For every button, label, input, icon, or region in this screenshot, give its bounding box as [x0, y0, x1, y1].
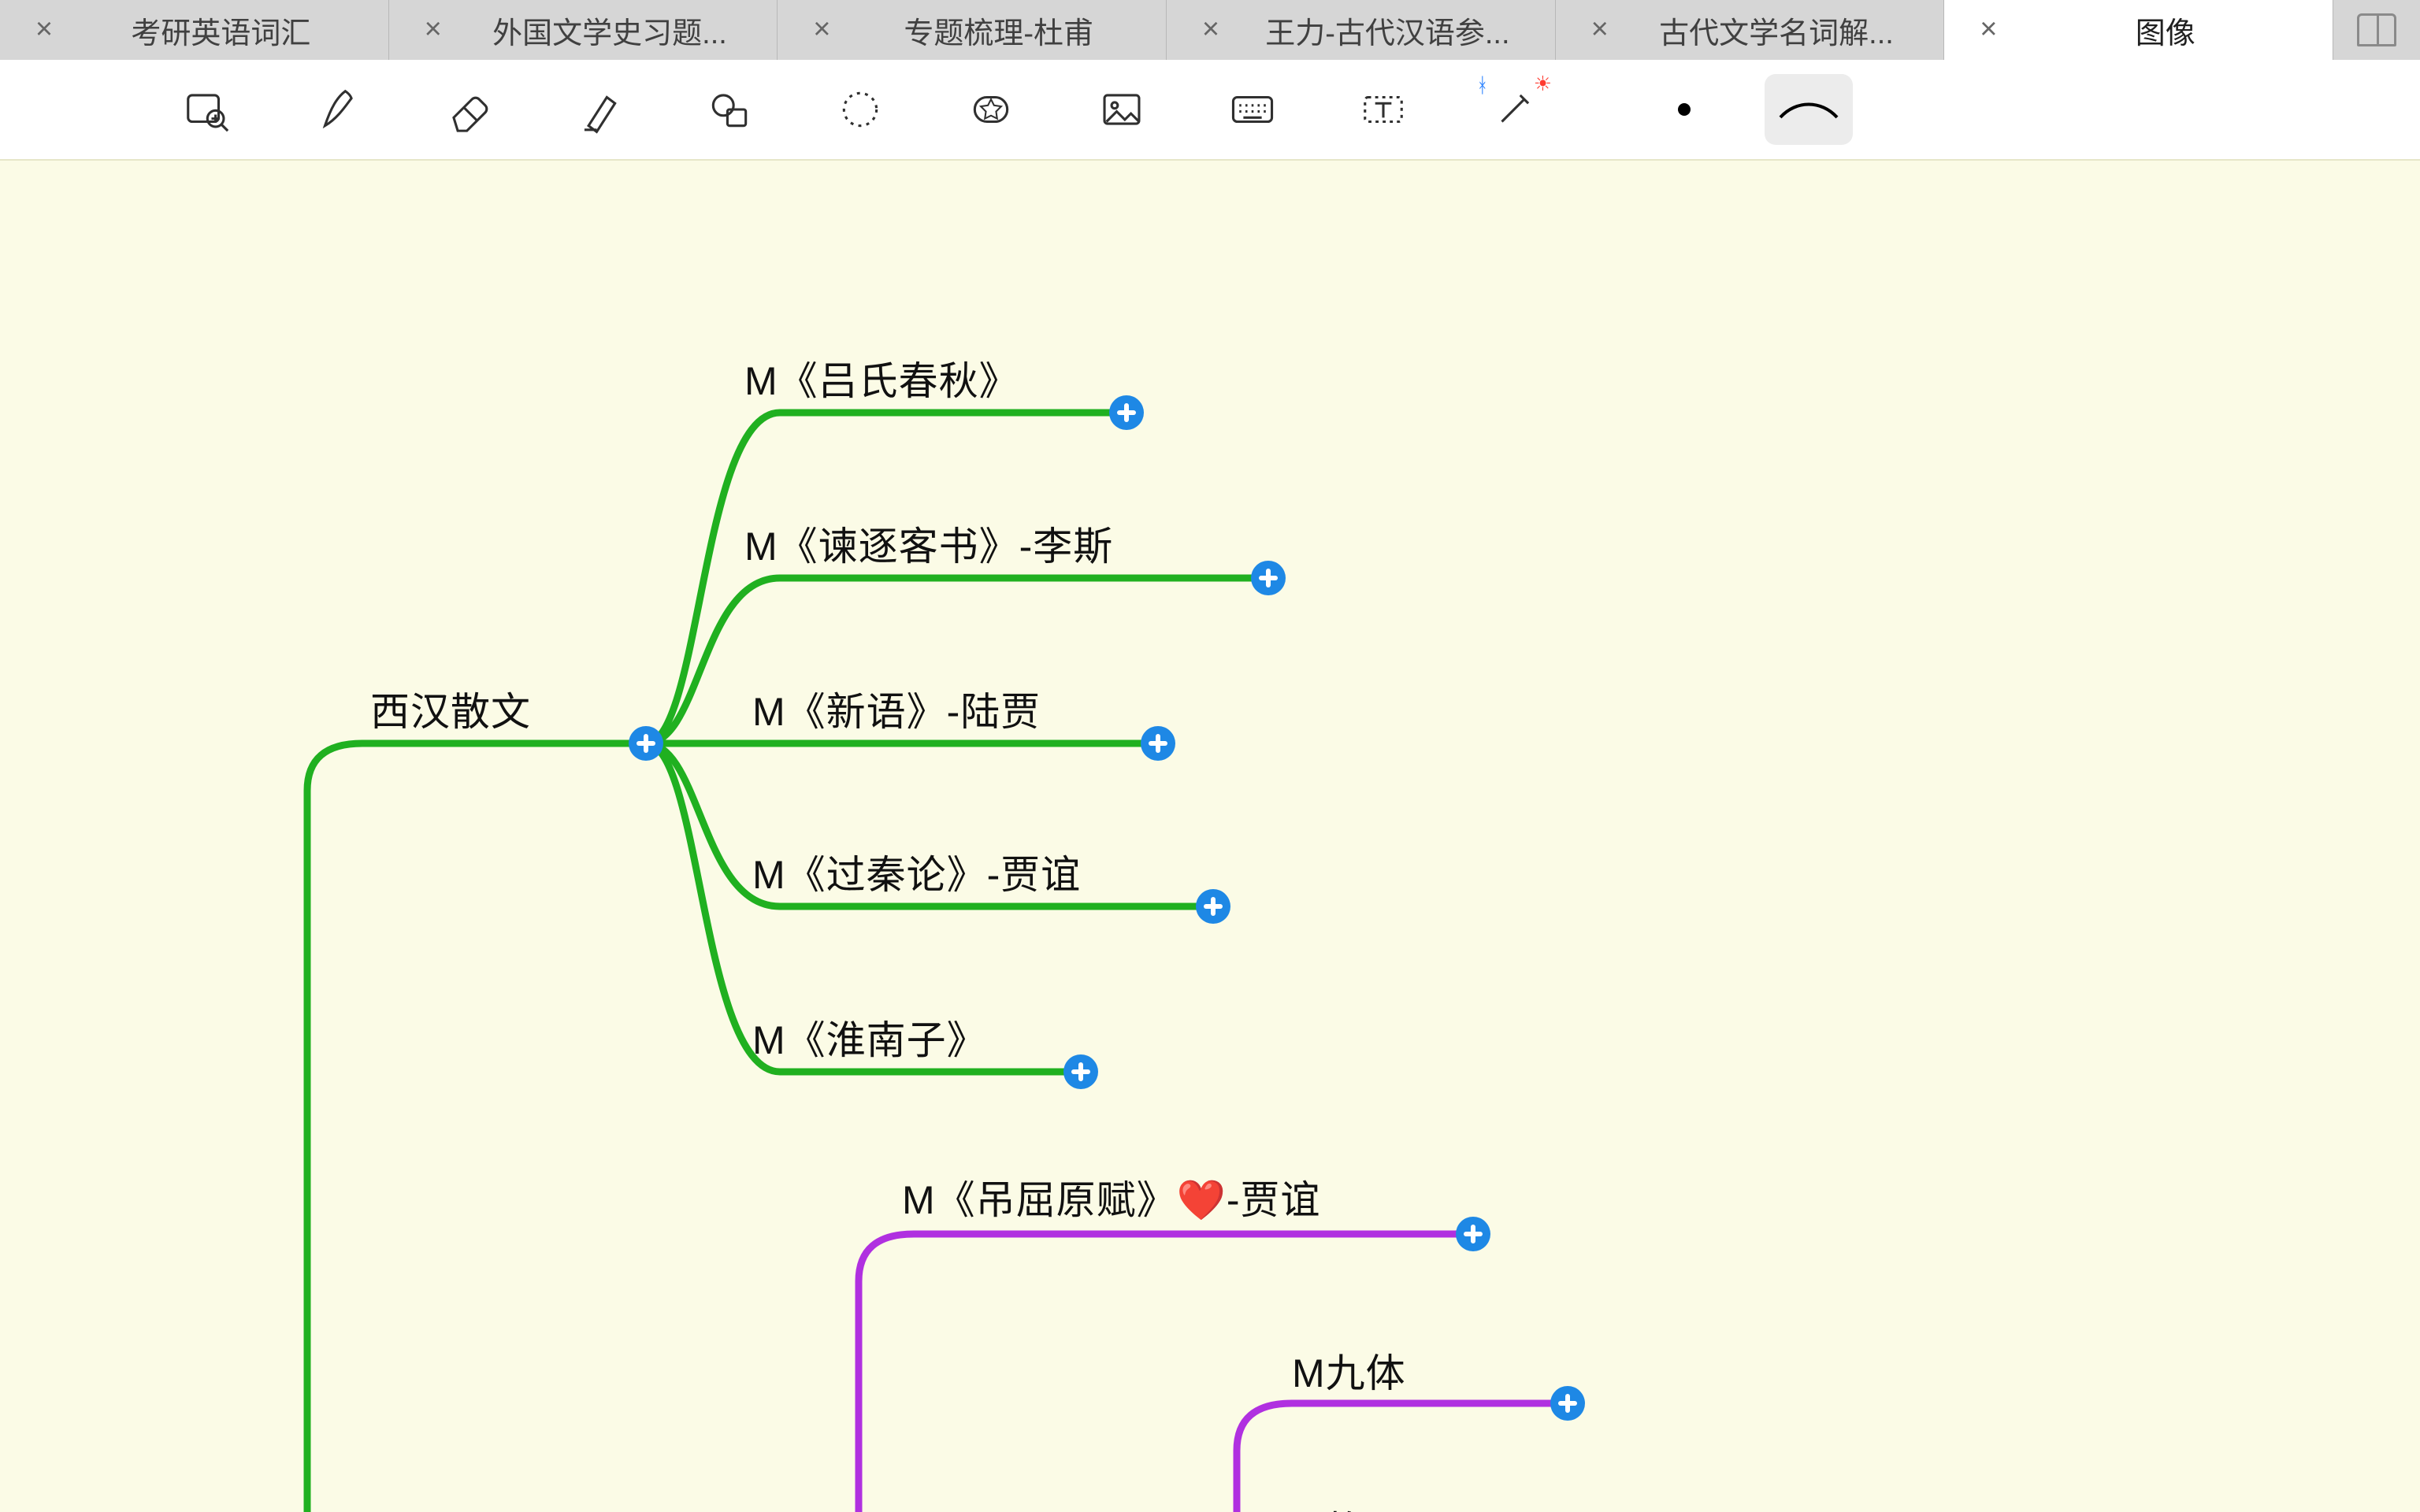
expand-node-button[interactable]	[1141, 726, 1175, 761]
mindmap-node-label: M九体	[1292, 1342, 1406, 1399]
expand-node-button[interactable]	[1109, 395, 1144, 430]
black-dot-icon	[1678, 103, 1691, 116]
zoom-tool[interactable]	[173, 76, 239, 143]
toolbar: ᚼ ☀	[0, 60, 2420, 161]
magic-wand-tool[interactable]: ᚼ ☀	[1481, 76, 1547, 143]
expand-node-button[interactable]	[1550, 1386, 1585, 1421]
eraser-tool[interactable]	[435, 76, 501, 143]
tab-3[interactable]: × 专题梳理-杜甫	[778, 0, 1167, 60]
tab-1[interactable]: × 考研英语词汇	[0, 0, 389, 60]
pen-tool[interactable]	[304, 76, 370, 143]
mindmap-node-label: M枚马	[1292, 1499, 1406, 1512]
tab-5[interactable]: × 古代文学名词解...	[1556, 0, 1945, 60]
close-icon[interactable]: ×	[1976, 17, 2001, 43]
expand-node-button[interactable]	[1456, 1217, 1490, 1251]
mindmap-node-label: 西汉散文	[370, 680, 531, 737]
tab-title: 古代文学名词解...	[1641, 9, 1944, 52]
mindmap-edges	[0, 161, 2420, 1512]
stroke-style-picker[interactable]	[1765, 74, 1853, 145]
bluetooth-icon: ᚼ	[1476, 73, 1489, 98]
image-tool[interactable]	[1089, 76, 1155, 143]
lasso-tool[interactable]	[827, 76, 893, 143]
keyboard-tool[interactable]	[1219, 76, 1286, 143]
mindmap-canvas[interactable]: 西汉散文 M《吕氏春秋》 M《谏逐客书》-李斯 M《新语》-陆贾 M《过秦论》-贾谊 M《…	[0, 161, 2420, 1512]
textbox-tool[interactable]	[1350, 76, 1416, 143]
expand-node-button[interactable]	[1063, 1054, 1098, 1089]
close-icon[interactable]: ×	[32, 17, 57, 43]
mindmap-node-label: M《淮南子》	[752, 1009, 987, 1065]
book-icon	[2357, 13, 2396, 46]
close-icon[interactable]: ×	[1587, 17, 1613, 43]
close-icon[interactable]: ×	[809, 17, 834, 43]
close-icon[interactable]: ×	[421, 17, 446, 43]
tab-4[interactable]: × 王力-古代汉语参...	[1167, 0, 1556, 60]
tab-bar: × 考研英语词汇 × 外国文学史习题... × 专题梳理-杜甫 × 王力-古代汉…	[0, 0, 2420, 60]
stamp-tool[interactable]	[958, 76, 1024, 143]
mindmap-node-label: M《吕氏春秋》	[744, 350, 1019, 406]
expand-node-button[interactable]	[1196, 889, 1230, 924]
tab-6[interactable]: × 图像	[1944, 0, 2333, 60]
tab-title: 考研英语词汇	[85, 9, 388, 52]
tab-title: 专题梳理-杜甫	[863, 9, 1166, 52]
tab-2[interactable]: × 外国文学史习题...	[389, 0, 778, 60]
expand-node-button[interactable]	[629, 726, 663, 761]
mindmap-node-label: M《新语》-陆贾	[752, 680, 1041, 737]
expand-node-button[interactable]	[1251, 561, 1286, 595]
shapes-tool[interactable]	[696, 76, 763, 143]
close-icon[interactable]: ×	[1198, 17, 1223, 43]
color-picker[interactable]	[1651, 76, 1717, 143]
mindmap-node-label: M《吊屈原赋》❤️-贾谊	[902, 1169, 1321, 1225]
tab-title: 王力-古代汉语参...	[1252, 9, 1555, 52]
mindmap-node-label: M《谏逐客书》-李斯	[744, 515, 1113, 572]
sparkle-icon: ☀	[1534, 72, 1552, 96]
mindmap-node-label: M《过秦论》-贾谊	[752, 843, 1081, 900]
tab-title: 图像	[2029, 9, 2333, 52]
reader-view-button[interactable]	[2333, 0, 2420, 60]
highlighter-tool[interactable]	[566, 76, 632, 143]
tab-title: 外国文学史习题...	[474, 9, 778, 52]
